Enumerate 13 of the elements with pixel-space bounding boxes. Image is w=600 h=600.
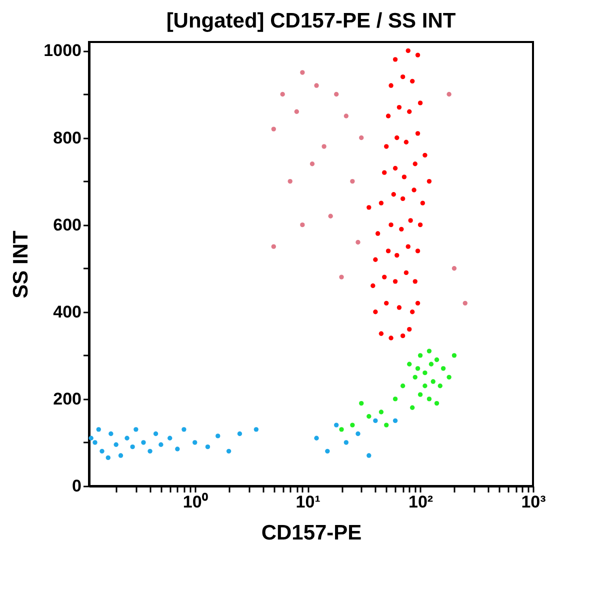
y-tick-label: 600 [53, 215, 82, 234]
y-tick-label: 0 [72, 476, 82, 496]
chart-title: [Ungated] CD157-PE / SS INT [166, 10, 456, 33]
x-axis-title: CD157-PE [261, 522, 362, 544]
y-tick-label: 400 [53, 302, 82, 322]
y-tick-label: 800 [53, 128, 82, 148]
y-tick-label: 200 [53, 389, 82, 408]
x-tick-label: 10² [408, 492, 434, 512]
y-tick-label: 1000 [44, 41, 82, 60]
x-tick-label: 10¹ [296, 492, 321, 512]
x-tick-label: 10³ [521, 492, 546, 512]
x-tick-label: 10⁰ [182, 492, 208, 512]
y-axis-title: SS INT [10, 230, 33, 298]
